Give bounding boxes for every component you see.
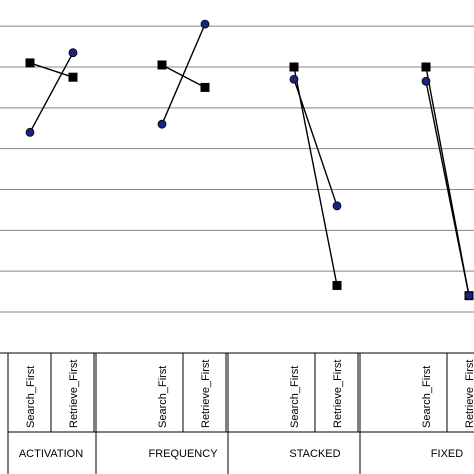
series-segment xyxy=(293,79,338,207)
category-tick-label: Search_First xyxy=(289,366,301,428)
circle-marker xyxy=(289,74,299,84)
category-tick-label: Search_First xyxy=(421,366,433,428)
series-segment xyxy=(29,62,74,78)
square-marker xyxy=(68,72,78,82)
circle-marker xyxy=(421,76,431,86)
category-tick-label: Retrieve_First xyxy=(200,360,212,428)
square-marker xyxy=(332,280,342,290)
series-layer xyxy=(25,19,474,301)
series-segment xyxy=(161,64,206,89)
square-marker xyxy=(200,82,210,92)
circle-marker xyxy=(157,119,167,129)
category-axis: Search_First Retrieve_First ACTIVATION Sear… xyxy=(0,352,474,474)
category-tick-label: Retrieve_First xyxy=(332,360,344,428)
circle-marker xyxy=(332,201,342,211)
series-segment xyxy=(293,66,338,286)
group-label: FIXED xyxy=(431,448,463,460)
category-tick-label: Search_First xyxy=(157,366,169,428)
series-segment xyxy=(161,23,206,125)
square-marker xyxy=(157,60,167,70)
category-tick-label: Retrieve_First xyxy=(68,360,80,428)
circle-marker xyxy=(25,127,35,137)
group-label: ACTIVATION xyxy=(19,448,83,460)
square-marker xyxy=(289,62,299,72)
gridlines xyxy=(0,25,474,313)
square-marker xyxy=(421,62,431,72)
square-marker xyxy=(25,58,35,68)
circle-marker xyxy=(464,291,474,301)
circle-marker xyxy=(200,19,210,29)
series-segment xyxy=(29,52,74,133)
group-label: FREQUENCY xyxy=(148,448,218,460)
series-segment xyxy=(425,81,470,296)
category-tick-label: Retrieve_First xyxy=(464,360,474,428)
circle-marker xyxy=(68,48,78,58)
category-tick-label: Search_First xyxy=(25,366,37,428)
group-label: STACKED xyxy=(289,448,340,460)
